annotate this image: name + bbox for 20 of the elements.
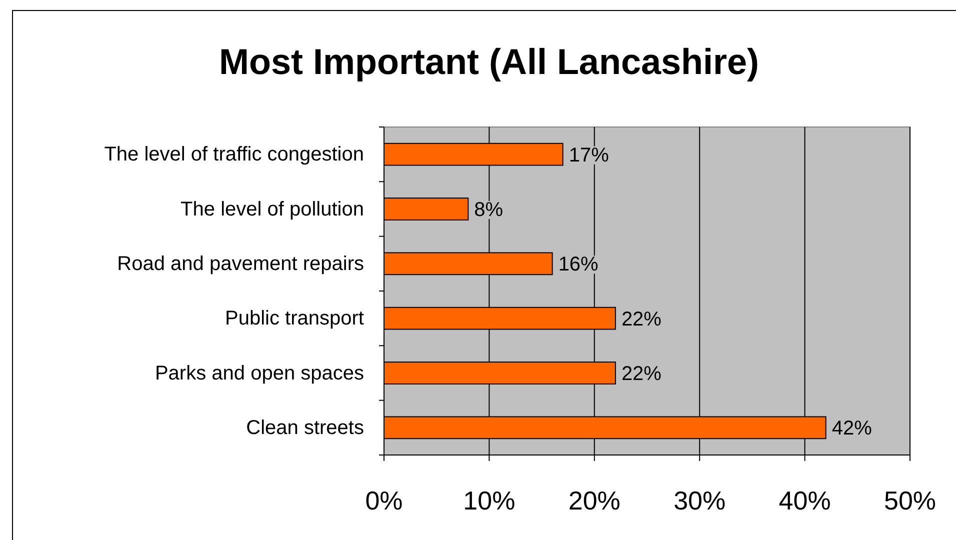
y-tick-label: Public transport	[225, 308, 364, 330]
data-label: 8%	[474, 199, 504, 221]
y-tick-label: The level of traffic congestion	[104, 144, 364, 166]
y-tick-label: Parks and open spaces	[154, 362, 364, 384]
y-tick-label: Clean streets	[246, 417, 364, 440]
y-tick-label: The level of pollution	[180, 198, 364, 220]
bar	[384, 198, 469, 220]
x-tick-label: 30%	[674, 485, 726, 516]
data-label: 16%	[558, 254, 599, 276]
data-label: 22%	[621, 308, 662, 330]
x-tick-label: 10%	[463, 485, 516, 516]
y-tick-label: Road and pavement repairs	[117, 253, 364, 276]
data-label: 22%	[621, 363, 662, 385]
x-tick-label: 40%	[778, 485, 831, 516]
data-label: 42%	[832, 418, 872, 440]
x-tick-label: 20%	[568, 485, 620, 516]
x-tick-label: 50%	[884, 485, 936, 516]
chart-title: Most Important (All Lancashire)	[218, 41, 760, 82]
x-tick-label: 0%	[365, 485, 403, 516]
data-label: 17%	[568, 144, 610, 166]
